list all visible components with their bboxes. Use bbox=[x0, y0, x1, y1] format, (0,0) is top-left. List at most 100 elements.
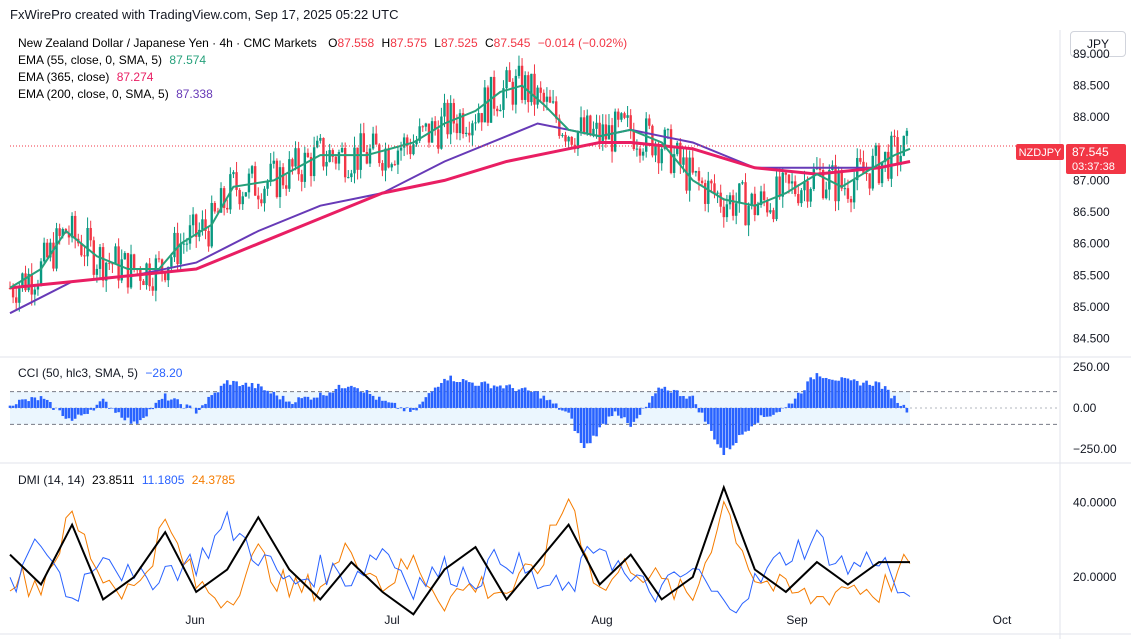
cci-bar bbox=[194, 407, 198, 414]
candle-body bbox=[244, 192, 248, 197]
ema200-line bbox=[9, 122, 911, 315]
cci-bar bbox=[821, 378, 825, 408]
cci-bar bbox=[679, 396, 682, 408]
candle-body bbox=[759, 191, 763, 206]
candle-body bbox=[191, 214, 195, 226]
cci-bar bbox=[589, 407, 592, 444]
cci-bar bbox=[461, 379, 465, 408]
cci-bar bbox=[263, 390, 266, 408]
candle-body bbox=[58, 228, 61, 236]
cci-bar bbox=[809, 377, 812, 408]
candle-body bbox=[797, 194, 800, 204]
candle-body bbox=[170, 257, 173, 267]
candle-body bbox=[123, 253, 127, 260]
candle-body bbox=[108, 262, 111, 264]
candle-body bbox=[620, 113, 623, 120]
candle-body bbox=[769, 210, 772, 213]
candle-body bbox=[530, 73, 533, 103]
cci-bar bbox=[340, 388, 344, 408]
candle-body bbox=[294, 148, 297, 167]
cci-bar bbox=[601, 407, 605, 424]
candle-body bbox=[806, 181, 809, 202]
cci-bar bbox=[474, 385, 477, 408]
candle-body bbox=[117, 246, 120, 281]
cci-bar bbox=[30, 397, 34, 408]
cci-bar bbox=[409, 407, 412, 412]
cci-bar bbox=[598, 407, 601, 428]
cci-bar bbox=[210, 395, 214, 408]
candle-body bbox=[306, 152, 310, 158]
cci-bar bbox=[694, 404, 698, 408]
candle-body bbox=[378, 144, 381, 164]
cci-bar bbox=[281, 395, 285, 408]
cci-bar bbox=[520, 388, 524, 408]
candle-body bbox=[849, 198, 853, 203]
candle-body bbox=[188, 225, 192, 244]
cci-bar bbox=[374, 399, 378, 408]
price-tag: NZDJPY 87.545 03:37:38 bbox=[1016, 144, 1126, 174]
cci-bar bbox=[95, 404, 99, 408]
cci-bar bbox=[83, 407, 86, 415]
cci-bar bbox=[393, 402, 397, 408]
candle-body bbox=[402, 137, 406, 148]
candle-body bbox=[874, 145, 878, 156]
candle-body bbox=[452, 103, 455, 124]
currency-button[interactable]: JPY bbox=[1070, 31, 1126, 57]
cci-bar bbox=[424, 397, 428, 408]
candle-body bbox=[896, 137, 899, 165]
dmi-minus-value: 24.3785 bbox=[192, 473, 236, 487]
candle-body bbox=[852, 180, 856, 203]
candle-body bbox=[322, 137, 325, 167]
cci-bar bbox=[446, 380, 449, 408]
cci-bar bbox=[685, 398, 688, 408]
candle-body bbox=[787, 174, 791, 184]
cci-bar bbox=[905, 407, 909, 413]
candle-body bbox=[496, 108, 499, 112]
candle-body bbox=[387, 148, 390, 168]
ema55-line bbox=[9, 84, 911, 289]
cci-bar bbox=[334, 388, 338, 408]
candle-body bbox=[173, 232, 176, 258]
candle-body bbox=[629, 115, 632, 132]
candle-body bbox=[409, 145, 412, 155]
price-tick-label: 86.000 bbox=[1073, 237, 1110, 251]
legend-symbol: New Zealand Dollar / Japanese Yen · 4h ·… bbox=[18, 36, 317, 50]
cci-bar bbox=[862, 382, 865, 408]
cci-bar bbox=[511, 388, 515, 408]
candle-body bbox=[617, 111, 620, 120]
cci-bar bbox=[626, 407, 629, 424]
candle-body bbox=[86, 227, 89, 257]
candle-body bbox=[542, 92, 545, 102]
cci-bar bbox=[33, 397, 37, 408]
cci-bar bbox=[418, 404, 421, 408]
cci-bar bbox=[275, 395, 279, 408]
candle-body bbox=[316, 140, 319, 148]
candle-body bbox=[722, 206, 725, 218]
candle-body bbox=[219, 188, 223, 213]
candle-body bbox=[73, 215, 77, 239]
candle-body bbox=[902, 135, 905, 156]
candle-body bbox=[632, 131, 635, 150]
cci-bar bbox=[886, 389, 890, 408]
candle-body bbox=[679, 142, 682, 165]
cci-panel bbox=[8, 373, 1060, 455]
candle-body bbox=[514, 75, 518, 105]
cci-bar bbox=[80, 407, 83, 416]
candle-body bbox=[449, 103, 452, 135]
candle-body bbox=[790, 181, 794, 184]
candle-body bbox=[204, 219, 207, 231]
chart-canvas[interactable]: 89.00088.50088.00087.50087.00086.50086.0… bbox=[0, 30, 1131, 639]
candle-body bbox=[309, 157, 313, 177]
cci-bar bbox=[108, 407, 111, 409]
candle-body bbox=[576, 131, 580, 150]
cci-bar bbox=[362, 392, 366, 408]
cci-bar bbox=[412, 407, 415, 410]
candle-body bbox=[375, 133, 378, 145]
price-axis: 89.00088.50088.00087.50087.00086.50086.0… bbox=[1073, 47, 1117, 584]
candle-body bbox=[347, 177, 350, 179]
cci-bar bbox=[824, 377, 828, 408]
grid bbox=[0, 30, 1131, 639]
cci-bar bbox=[545, 400, 549, 408]
candle-body bbox=[592, 128, 595, 136]
cci-bar bbox=[145, 407, 148, 417]
